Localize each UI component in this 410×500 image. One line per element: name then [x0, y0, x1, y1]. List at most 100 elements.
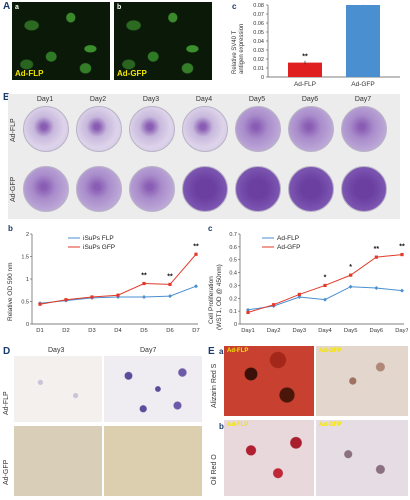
data-point: [374, 255, 378, 259]
row-label-ad-flp: Ad-FLP: [3, 391, 10, 415]
legend-label: Ad-FLP: [277, 235, 299, 242]
plate-flp-day2: [76, 106, 122, 152]
y-tick-label: 0.05: [253, 30, 264, 36]
y-axis-label: Relative SV40 T: [232, 30, 238, 74]
x-tick-label: Day4: [318, 328, 332, 334]
plate-gfp-day6: [288, 166, 334, 212]
y-tick-label: 0.5: [229, 258, 237, 264]
plate-gfp-day5: [235, 166, 281, 212]
x-tick-label: Day7: [395, 328, 408, 334]
row-label-ad-gfp: Ad-GFP: [10, 176, 17, 202]
y-tick-label: 0.6: [229, 245, 237, 251]
significance-label: **: [167, 273, 173, 280]
plate-gfp-day4: [182, 166, 228, 212]
sub-letter: b: [117, 4, 122, 11]
day-label: Day4: [195, 96, 213, 103]
panel-letter-e: E: [208, 346, 215, 357]
data-point: [246, 307, 250, 312]
panel-letter-d: D: [3, 346, 11, 357]
micrograph-flp-day7: [104, 356, 202, 422]
significance-label: **: [399, 244, 405, 251]
plate-flp-day4: [182, 106, 228, 152]
significance-label: **: [302, 54, 308, 61]
data-point: [348, 284, 353, 289]
y-tick-label: 0.04: [253, 39, 264, 45]
data-point: [90, 295, 94, 299]
day-label: Day6: [301, 96, 319, 103]
x-tick-label: D2: [62, 328, 69, 334]
y-tick-label: 0.3: [229, 283, 237, 289]
stain-label: Ad-FLP: [227, 422, 249, 428]
data-point: [38, 302, 42, 306]
micrograph-label: Ad-FLP: [15, 69, 44, 78]
stain-label: Ad-GFP: [319, 422, 342, 428]
data-point: [142, 281, 146, 286]
y-tick-label: 0.01: [253, 66, 264, 72]
data-point: [323, 297, 327, 302]
stain-label: Ad-GFP: [319, 348, 342, 354]
row-label-ad-flp: Ad-FLP: [10, 118, 17, 142]
row-label-alizarin: Alizarin Red S: [211, 363, 218, 408]
significance-label: *: [349, 264, 352, 271]
data-point: [272, 303, 276, 307]
panel-letter-a: A: [3, 1, 11, 12]
x-tick-label: Day5: [344, 328, 358, 334]
x-tick-label: D7: [192, 328, 199, 334]
x-tick-label: D1: [36, 328, 43, 334]
x-tick-label: Day6: [370, 328, 384, 334]
micrograph-ad-gfp: b Ad-GFP: [114, 2, 212, 80]
data-point: [400, 252, 404, 257]
row-label-oil-red: Oil Red O: [211, 454, 218, 485]
stain-label: Ad-FLP: [227, 348, 249, 354]
plate-gfp-day2: [76, 166, 122, 212]
crystal-violet-plates: Day1 Day2 Day3 Day4 Day5 Day6 Day7 Ad-FL…: [8, 94, 400, 219]
stain-oilred-flp: Ad-FLP: [224, 420, 314, 496]
plate-flp-day1: [23, 106, 69, 152]
y-tick-label: 0.4: [229, 271, 237, 277]
sub-letter-c: c: [232, 2, 237, 11]
y-tick-label: 0.02: [253, 57, 264, 63]
x-tick-label: D6: [166, 328, 173, 334]
sub-letter-b: b: [8, 224, 13, 233]
data-point: [194, 284, 198, 289]
data-point: [142, 295, 146, 299]
data-point: [349, 273, 353, 277]
significance-label: *: [324, 274, 327, 281]
y-tick-label: 0: [261, 75, 264, 81]
y-axis-label: Cell Proliferation: [208, 276, 215, 324]
y-tick-label: 0.07: [253, 12, 264, 18]
micrograph-label: Ad-GFP: [117, 69, 147, 78]
row-label-ad-gfp: Ad-GFP: [3, 459, 10, 485]
x-tick-label: Day1: [241, 328, 255, 334]
day-label: Day7: [354, 96, 372, 103]
x-tick-label: Day2: [267, 328, 281, 334]
y-tick-label: 0.06: [253, 21, 264, 27]
plate-gfp-day7: [341, 166, 387, 212]
panel-letter-b: B: [3, 92, 11, 103]
legend-label: Ad-GFP: [277, 244, 300, 251]
day-label: Day3: [142, 96, 160, 103]
y-tick-label: 2: [26, 232, 29, 238]
data-point: [246, 310, 250, 315]
plate-flp-day5: [235, 106, 281, 152]
plate-flp-day3: [129, 106, 175, 152]
sub-letter-b: b: [219, 422, 224, 431]
x-tick-label: D4: [114, 328, 122, 334]
col-label-day7: Day7: [140, 347, 157, 354]
y-axis-label-2: (WST1, OD @ 450nm): [216, 264, 223, 330]
bar-ad-gfp: [346, 5, 380, 77]
x-tick-label: Ad-FLP: [294, 81, 316, 88]
legend-label: iSuPs GFP: [83, 244, 115, 251]
x-tick-label: Ad-GFP: [351, 81, 374, 88]
data-point: [116, 293, 120, 297]
y-axis-label: Relative OD 590 nm: [7, 262, 14, 321]
data-point: [168, 294, 172, 299]
line-chart-proliferation: Cell Proliferation (WST1, OD @ 450nm) 0 0…: [208, 232, 408, 334]
y-tick-label: 0.08: [253, 3, 264, 9]
day-label: Day2: [89, 96, 107, 103]
significance-label: **: [141, 273, 147, 280]
micrograph-ad-flp: a Ad-FLP: [12, 2, 110, 80]
data-point: [297, 292, 301, 297]
day-label: Day1: [36, 96, 54, 103]
y-tick-label: 0.5: [21, 300, 29, 306]
